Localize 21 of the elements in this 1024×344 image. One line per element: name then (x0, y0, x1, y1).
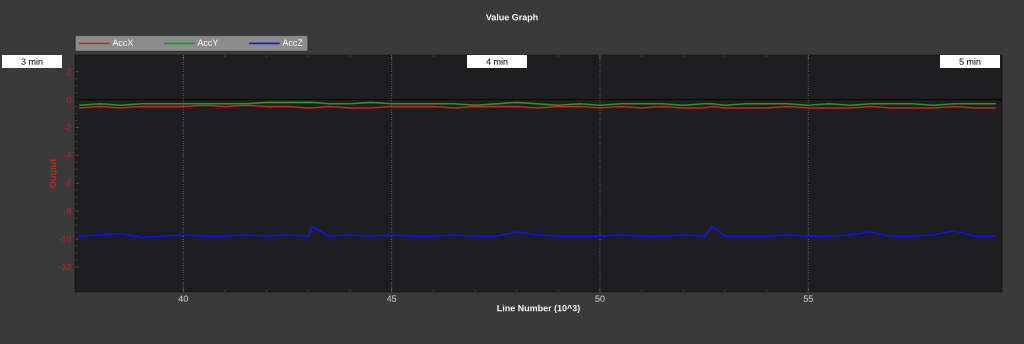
y-tick-label: -8 (63, 207, 72, 215)
annotation: 4 min (486, 58, 508, 65)
x-tick-label: 45 (386, 295, 397, 302)
text: 3 min (21, 58, 43, 65)
y-axis-title: Output (49, 158, 58, 188)
x-tick-label: 50 (595, 295, 605, 302)
y-tick-label: -2 (63, 124, 72, 131)
y-tick-label: -10 (58, 235, 72, 243)
x-tick-label: 40 (178, 295, 188, 302)
y-tick-label: -6 (63, 180, 72, 187)
y-tick-label: 0 (66, 96, 72, 103)
legend-label: AccZ (282, 39, 303, 46)
annotation: 5 min (959, 58, 981, 65)
y-tick-label: 2 (66, 68, 72, 75)
legend-label: AccX (112, 39, 134, 46)
y-tick-label: -12 (58, 263, 72, 271)
y-tick-label: -4 (63, 152, 72, 159)
chart-title: Value Graph (485, 13, 538, 23)
legend-label: AccY (197, 39, 219, 46)
x-axis-title: Line Number (10^3) (497, 304, 580, 314)
x-tick-label: 55 (803, 295, 813, 302)
